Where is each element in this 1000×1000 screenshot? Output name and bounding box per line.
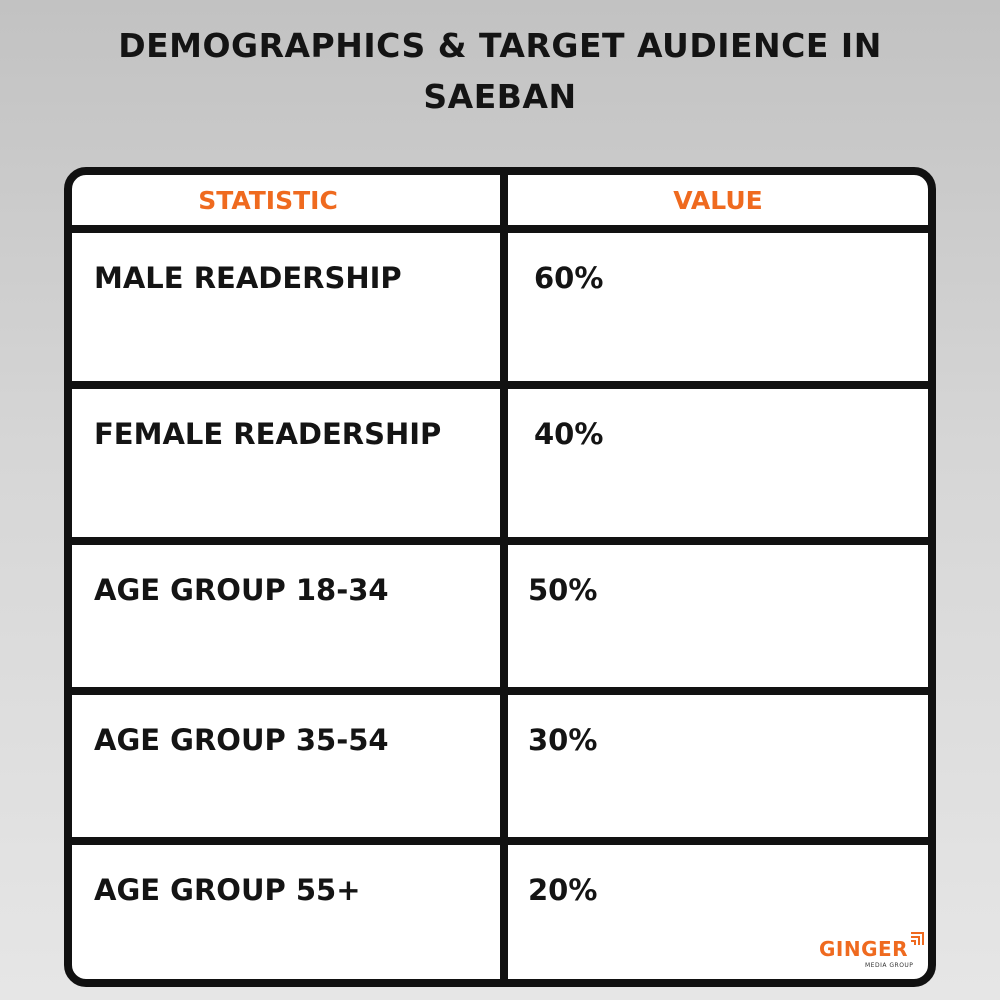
header-statistic: STATISTIC — [198, 186, 338, 215]
row-statistic-label: FEMALE READERSHIP — [94, 417, 442, 451]
column-divider — [500, 175, 508, 979]
row-statistic-label: AGE GROUP 18-34 — [94, 573, 389, 607]
demographics-table: STATISTIC VALUE MALE READERSHIP 60% FEMA… — [64, 167, 936, 987]
row-divider — [72, 687, 928, 695]
row-value: 50% — [528, 573, 598, 607]
header-value: VALUE — [673, 186, 763, 215]
row-divider — [72, 537, 928, 545]
table-row: AGE GROUP 18-34 50% — [72, 545, 928, 693]
row-value: 30% — [528, 723, 598, 757]
row-statistic-label: AGE GROUP 55+ — [94, 873, 361, 907]
table-row: AGE GROUP 35-54 30% — [72, 695, 928, 843]
row-divider — [72, 381, 928, 389]
row-value: 40% — [534, 417, 604, 451]
table-row: AGE GROUP 55+ 20% — [72, 845, 928, 979]
row-value: 20% — [528, 873, 598, 907]
logo-name: GINGER — [819, 937, 909, 961]
row-statistic-label: MALE READERSHIP — [94, 261, 402, 295]
ginger-media-group-logo: GINGER MEDIA GROUP — [819, 932, 924, 975]
row-divider — [72, 837, 928, 845]
table-row: MALE READERSHIP 60% — [72, 233, 928, 381]
logo-bracket-icon — [911, 932, 924, 945]
row-statistic-label: AGE GROUP 35-54 — [94, 723, 389, 757]
logo-subtitle: MEDIA GROUP — [865, 962, 914, 969]
page-title: DEMOGRAPHICS & TARGET AUDIENCE IN SAEBAN — [50, 20, 950, 122]
page-title-line-1: DEMOGRAPHICS & TARGET AUDIENCE IN — [118, 26, 882, 65]
table-row: FEMALE READERSHIP 40% — [72, 389, 928, 537]
page-title-line-2: SAEBAN — [423, 77, 577, 116]
row-value: 60% — [534, 261, 604, 295]
